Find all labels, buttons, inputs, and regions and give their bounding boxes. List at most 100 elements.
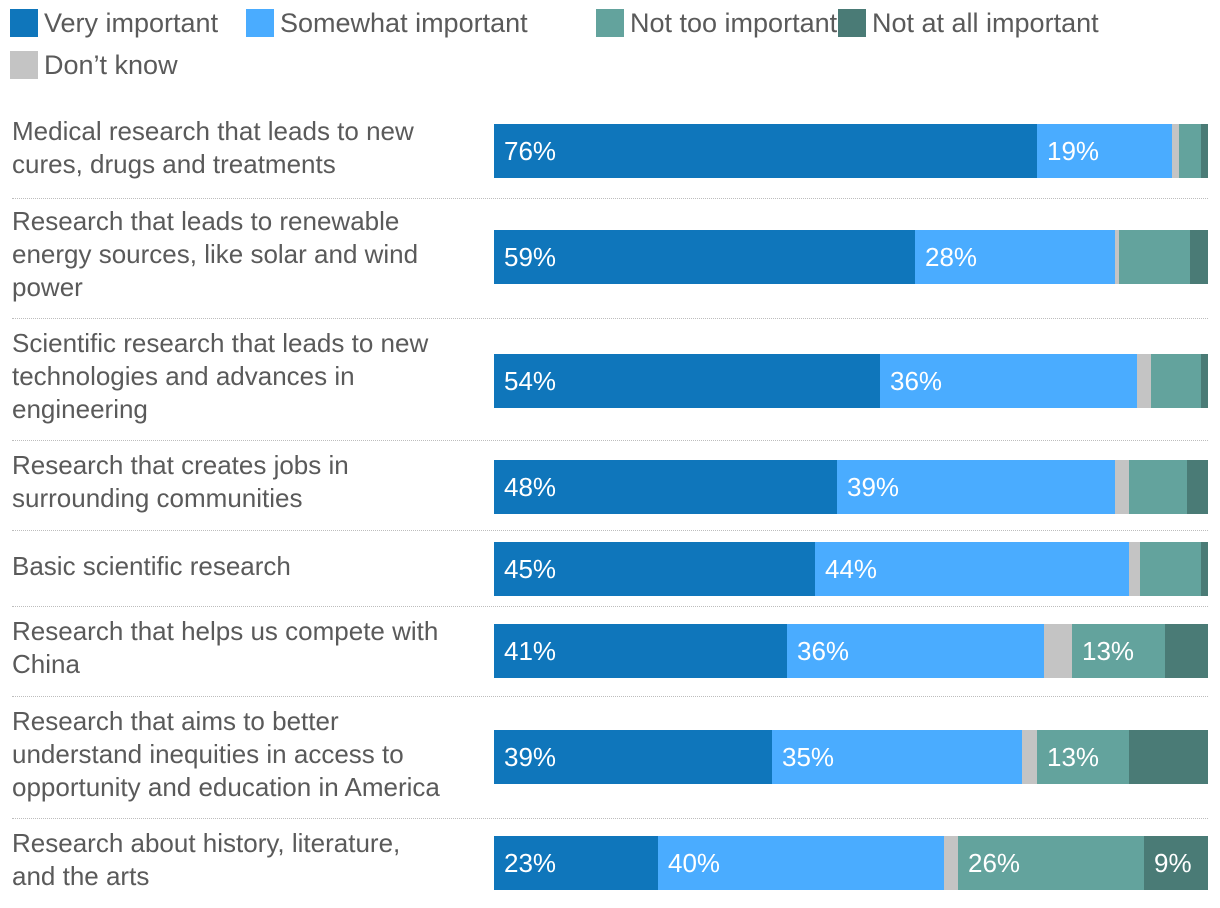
category-label-line: Medical research that leads to new — [12, 116, 414, 146]
bar-segment — [880, 354, 1137, 408]
bar-segment — [1137, 354, 1151, 408]
legend-item: Very important — [10, 6, 218, 40]
stacked-bar: 59% 28% — [494, 230, 1208, 284]
category-label-line: surrounding communities — [12, 483, 303, 513]
category-label: Scientific research that leads to new tec… — [12, 326, 488, 426]
category-label: Research that helps us compete with China — [12, 614, 488, 682]
legend-swatch — [838, 9, 866, 37]
legend-label: Don’t know — [44, 49, 178, 80]
bar-segment — [1129, 542, 1140, 596]
bar-segment — [658, 836, 944, 890]
category-label: Research about history, literature, and t… — [12, 826, 488, 894]
category-label-line: technologies and advances in — [12, 360, 355, 391]
legend-item: Somewhat important — [246, 6, 528, 40]
row-divider — [12, 440, 1208, 441]
data-label: 23% — [504, 847, 557, 878]
bar-segment — [1115, 460, 1129, 514]
data-label: 19% — [1047, 135, 1100, 166]
legend-swatch — [246, 9, 274, 37]
legend-item: Not too important — [596, 6, 837, 40]
category-label: Research that aims to better understand i… — [12, 704, 488, 804]
stacked-bar: 76% 19% — [494, 124, 1208, 178]
data-label: 28% — [925, 241, 978, 272]
data-label: 59% — [504, 241, 557, 272]
legend-swatch — [10, 9, 38, 37]
bar-segment — [1119, 230, 1190, 284]
legend-item: Not at all important — [838, 6, 1099, 40]
category-label-line: Research that helps us compete with — [12, 616, 439, 646]
data-label: 39% — [504, 741, 557, 772]
bar-segment — [1179, 124, 1201, 178]
bar-segment — [915, 230, 1115, 284]
stacked-bar: 54% 36% — [494, 354, 1208, 408]
bar-segment — [1129, 460, 1187, 514]
stacked-bar: 41% 36% 13% — [494, 624, 1208, 678]
category-label-line: power — [12, 271, 83, 302]
row-divider — [12, 818, 1208, 819]
bar-segment — [787, 624, 1044, 678]
category-label: Research that leads to renewable energy s… — [12, 204, 488, 304]
category-label-line: energy sources, like solar and wind — [12, 238, 419, 269]
data-label: 44% — [825, 553, 878, 584]
row-divider — [12, 530, 1208, 531]
row-divider — [12, 696, 1208, 697]
legend-label: Not at all important — [872, 7, 1099, 38]
category-label-line: Research that creates jobs in — [12, 450, 349, 480]
bar-segment — [1115, 230, 1119, 284]
bar-segment — [494, 730, 772, 784]
bar-segment — [1144, 836, 1208, 890]
stacked-bar: 45% 44% — [494, 542, 1208, 596]
data-label: 48% — [504, 471, 557, 502]
legend-swatch — [10, 51, 38, 79]
stacked-bar: 39% 35% 13% — [494, 730, 1208, 784]
data-label: 45% — [504, 553, 557, 584]
row-divider — [12, 318, 1208, 319]
data-label: 36% — [890, 365, 943, 396]
bar-segment — [494, 836, 658, 890]
bar-segment — [494, 124, 1037, 178]
category-label-line: engineering — [12, 393, 148, 424]
bar-segment — [1201, 124, 1208, 178]
data-label: 40% — [668, 847, 721, 878]
bar-segment — [494, 354, 880, 408]
category-label-line: Research that leads to renewable — [12, 205, 400, 236]
bar-segment — [494, 624, 787, 678]
stacked-bar: 23% 40% 26% 9% — [494, 836, 1208, 890]
category-label-line: and the arts — [12, 861, 150, 891]
data-label: 13% — [1082, 635, 1135, 666]
category-label-line: Research about history, literature, — [12, 828, 401, 858]
category-label-line: Scientific research that leads to new — [12, 327, 429, 358]
bar-segment — [1037, 730, 1129, 784]
data-label: 36% — [797, 635, 850, 666]
bar-segment — [1129, 730, 1208, 784]
bar-segment — [1140, 542, 1201, 596]
legend-label: Somewhat important — [280, 7, 528, 38]
category-label: Basic scientific research — [12, 546, 488, 586]
data-label: 54% — [504, 365, 557, 396]
data-label: 76% — [504, 135, 557, 166]
legend-label: Very important — [44, 7, 219, 38]
bar-segment — [1172, 124, 1179, 178]
bar-segment — [1201, 542, 1208, 596]
bar-segment — [1072, 624, 1165, 678]
legend-swatch — [596, 9, 624, 37]
row-divider — [12, 606, 1208, 607]
category-label-line: China — [12, 649, 80, 679]
bar-segment — [1201, 354, 1208, 408]
data-label: 26% — [968, 847, 1021, 878]
bar-segment — [1151, 354, 1201, 408]
data-label: 9% — [1154, 847, 1192, 878]
bar-segment — [1187, 460, 1208, 514]
data-label: 13% — [1047, 741, 1100, 772]
category-label-line: Research that aims to better — [12, 705, 339, 736]
legend-item: Don’t know — [10, 48, 178, 82]
bar-segment — [494, 460, 837, 514]
bar-segment — [958, 836, 1144, 890]
bar-segment — [1022, 730, 1037, 784]
bar-segment — [494, 230, 915, 284]
stacked-bar: 48% 39% — [494, 460, 1208, 514]
data-label: 35% — [782, 741, 835, 772]
bar-segment — [494, 542, 815, 596]
bar-segment — [1190, 230, 1208, 284]
